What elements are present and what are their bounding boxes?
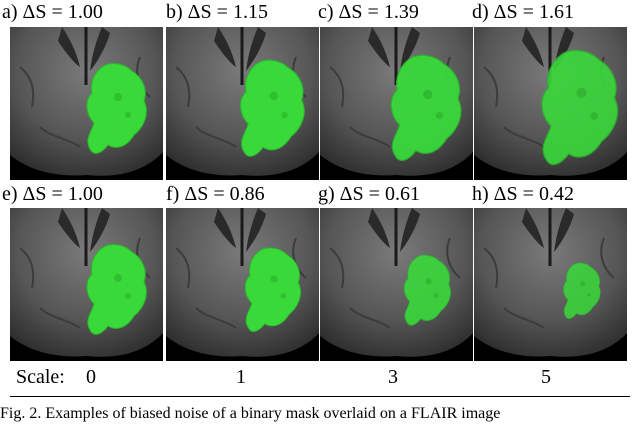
ventricle-right xyxy=(246,27,266,71)
ventricle-left xyxy=(214,27,236,67)
sulcus xyxy=(483,237,615,329)
panel-d-equals: = xyxy=(522,1,534,23)
panel-b-value: 1.15 xyxy=(232,1,268,23)
panel-g-symbol: ΔS xyxy=(339,183,364,205)
panel-d-value: 1.61 xyxy=(538,1,574,23)
panel-d-symbol: ΔS xyxy=(493,1,518,23)
panel-f-letter: f) xyxy=(166,183,180,205)
panel-h-image xyxy=(474,208,627,361)
ventricle-right xyxy=(400,27,420,71)
panel-f-label: f) ΔS = 0.86 xyxy=(166,182,265,206)
ventricle-right xyxy=(554,208,574,252)
panel-c-equals: = xyxy=(367,1,379,23)
scale-prefix: Scale: xyxy=(16,366,65,388)
panel-b-letter: b) xyxy=(166,1,183,23)
ventricle-left xyxy=(58,208,80,248)
brain-tissue xyxy=(474,208,627,357)
ventricle-right xyxy=(90,27,110,71)
panel-g-label: g) ΔS = 0.61 xyxy=(318,182,420,206)
panel-a-letter: a) xyxy=(2,1,18,23)
ventricle-left xyxy=(214,208,236,248)
panel-f-value: 0.86 xyxy=(229,183,265,205)
caption-divider xyxy=(10,396,630,397)
scale-value-1: 1 xyxy=(236,366,246,388)
panel-g-image xyxy=(320,208,473,361)
brain-slice-a xyxy=(10,27,163,180)
ventricle-right xyxy=(90,208,110,252)
lesion-mask xyxy=(563,262,601,319)
lesion-mask xyxy=(541,49,619,166)
panel-b-equals: = xyxy=(216,1,228,23)
panel-a-image xyxy=(10,27,163,180)
panel-e-letter: e) xyxy=(2,183,18,205)
panel-c-symbol: ΔS xyxy=(338,1,363,23)
panel-a-symbol: ΔS xyxy=(22,1,47,23)
panel-g-equals: = xyxy=(368,183,380,205)
figure-caption: Fig. 2. Examples of biased noise of a bi… xyxy=(0,405,501,422)
panel-a-label: a) ΔS = 1.00 xyxy=(2,0,103,24)
panel-h-label: h) ΔS = 0.42 xyxy=(472,182,574,206)
brain-slice-h xyxy=(474,208,627,361)
panel-d-image xyxy=(474,27,627,180)
lesion-mask xyxy=(390,54,462,161)
panel-c-letter: c) xyxy=(318,1,334,23)
panel-e-value: 1.00 xyxy=(67,183,103,205)
ventricle-right xyxy=(246,208,266,252)
panel-h-equals: = xyxy=(522,183,534,205)
brain-slice-d xyxy=(474,27,627,180)
panel-h-symbol: ΔS xyxy=(493,183,518,205)
ventricle-left xyxy=(368,27,390,67)
panel-h-value: 0.42 xyxy=(538,183,574,205)
lesion-mask xyxy=(86,63,147,154)
sulcus xyxy=(329,237,461,329)
panel-e-image xyxy=(10,208,163,361)
lesion-mask xyxy=(403,254,451,326)
panel-h-letter: h) xyxy=(472,183,489,205)
panel-b-symbol: ΔS xyxy=(187,1,212,23)
panel-f-symbol: ΔS xyxy=(184,183,209,205)
brain-slice-g xyxy=(320,208,473,361)
panel-g-value: 0.61 xyxy=(384,183,420,205)
sulcus xyxy=(175,237,307,329)
brain-slice-c xyxy=(320,27,473,180)
brain-tissue xyxy=(320,208,473,357)
panel-e-equals: = xyxy=(51,183,63,205)
ventricle-left xyxy=(58,27,80,67)
panel-f-equals: = xyxy=(213,183,225,205)
ventricle-right xyxy=(400,208,420,252)
panel-c-image xyxy=(320,27,473,180)
panel-b-label: b) ΔS = 1.15 xyxy=(166,0,268,24)
panel-e-symbol: ΔS xyxy=(22,183,47,205)
scale-value-0: 0 xyxy=(86,366,96,388)
panel-d-label: d) ΔS = 1.61 xyxy=(472,0,574,24)
panel-c-value: 1.39 xyxy=(383,1,419,23)
brain-slice-b xyxy=(166,27,319,180)
panel-f-image xyxy=(166,208,319,361)
panel-g-letter: g) xyxy=(318,183,335,205)
panel-e-label: e) ΔS = 1.00 xyxy=(2,182,103,206)
panel-d-letter: d) xyxy=(472,1,489,23)
panel-b-image xyxy=(166,27,319,180)
brain-slice-f xyxy=(166,208,319,361)
lesion-mask xyxy=(240,59,305,157)
lesion-mask xyxy=(86,244,147,335)
scale-value-5: 5 xyxy=(541,366,551,388)
panel-a-value: 1.00 xyxy=(67,1,103,23)
ventricle-left xyxy=(522,208,544,248)
ventricle-left xyxy=(522,27,544,67)
panel-c-label: c) ΔS = 1.39 xyxy=(318,0,419,24)
ventricle-left xyxy=(368,208,390,248)
scale-value-3: 3 xyxy=(388,366,398,388)
panel-a-equals: = xyxy=(51,1,63,23)
lesion-mask xyxy=(244,247,301,332)
brain-slice-e xyxy=(10,208,163,361)
